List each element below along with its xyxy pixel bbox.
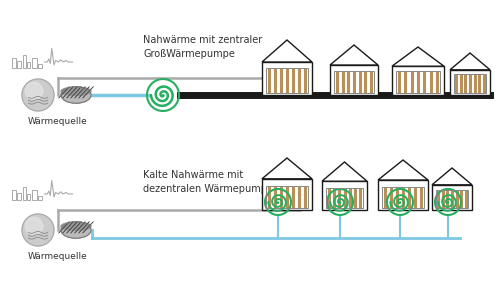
Bar: [32, 58, 37, 68]
Bar: [12, 190, 16, 200]
Polygon shape: [392, 47, 444, 66]
Polygon shape: [378, 160, 428, 180]
Bar: [32, 190, 37, 200]
Bar: [382, 187, 424, 208]
Ellipse shape: [61, 87, 91, 95]
Bar: [27, 194, 30, 200]
Bar: [12, 58, 16, 68]
Circle shape: [25, 82, 43, 100]
Bar: [326, 188, 363, 208]
Polygon shape: [432, 168, 472, 185]
Circle shape: [22, 214, 54, 246]
Polygon shape: [450, 53, 490, 70]
Polygon shape: [262, 40, 312, 62]
Bar: [432, 185, 472, 210]
Text: Kalte Nahwärme mit
dezentralen Wärmepumpen: Kalte Nahwärme mit dezentralen Wärmepump…: [143, 170, 279, 194]
Bar: [38, 63, 42, 68]
Bar: [22, 54, 26, 68]
Polygon shape: [322, 162, 367, 181]
Ellipse shape: [61, 222, 91, 230]
Bar: [22, 186, 26, 200]
Polygon shape: [262, 158, 312, 179]
Text: Wärmequelle: Wärmequelle: [28, 252, 88, 261]
Bar: [17, 61, 21, 68]
Bar: [266, 68, 308, 93]
Bar: [436, 190, 468, 208]
Bar: [334, 70, 374, 93]
Bar: [38, 195, 42, 200]
Bar: [322, 181, 367, 210]
Text: Nahwärme mit zentraler
GroßWärmepumpe: Nahwärme mit zentraler GroßWärmepumpe: [143, 35, 262, 59]
Bar: [454, 74, 486, 93]
Bar: [378, 180, 428, 210]
Bar: [262, 62, 312, 95]
Ellipse shape: [61, 87, 91, 103]
Polygon shape: [330, 45, 378, 65]
Bar: [396, 71, 440, 93]
Bar: [27, 62, 30, 68]
Bar: [262, 179, 312, 210]
Bar: [17, 193, 21, 200]
Circle shape: [22, 79, 54, 111]
Bar: [392, 66, 444, 95]
Text: Wärmequelle: Wärmequelle: [28, 117, 88, 126]
Circle shape: [25, 217, 43, 235]
Bar: [450, 70, 490, 95]
Bar: [266, 186, 308, 208]
Bar: [330, 65, 378, 95]
Ellipse shape: [61, 222, 91, 238]
